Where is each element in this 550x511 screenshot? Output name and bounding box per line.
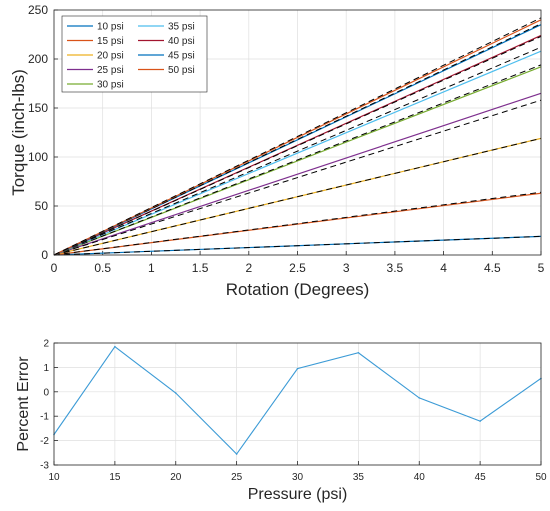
- legend-label: 10 psi: [97, 22, 124, 33]
- x-axis-label: Rotation (Degrees): [226, 280, 370, 299]
- y-tick-label: 100: [28, 150, 48, 164]
- axes-frame: [53, 342, 542, 466]
- y-axis-label: Percent Error: [15, 356, 32, 452]
- torque-chart: 0 0.5 1 1.5 2 2.5 3 3.5 4 4.5 5050100150200250Rota…: [9, 3, 545, 299]
- error-point: [479, 420, 481, 422]
- x-tick-label: 50: [535, 472, 547, 483]
- error-point: [418, 397, 421, 399]
- x-tick-label: 10: [48, 472, 60, 483]
- legend-label: 35 psi: [168, 22, 195, 33]
- x-tick-label: 35: [353, 472, 365, 483]
- x-tick-label: 40: [414, 472, 426, 483]
- x-tick-label: 0: [51, 261, 58, 275]
- series-line: [53, 66, 542, 256]
- y-tick-label: 0: [43, 387, 49, 398]
- x-tick-label: 3.5: [387, 261, 404, 275]
- y-tick-label: -2: [40, 436, 49, 447]
- x-tick-label: 0.5: [94, 261, 111, 275]
- model-line-dashed: [53, 46, 542, 256]
- model-line-dashed: [53, 99, 542, 256]
- x-tick-label: 1: [148, 261, 155, 275]
- y-tick-label: 50: [35, 199, 49, 213]
- series-line: [53, 34, 542, 256]
- x-tick-label: 3: [343, 261, 350, 275]
- y-tick-label: 250: [28, 3, 48, 17]
- model-line-dashed: [53, 137, 542, 256]
- error-point: [357, 351, 360, 354]
- legend-box: [61, 15, 208, 93]
- y-tick-label: 2: [43, 339, 49, 350]
- model-line-dashed: [53, 17, 542, 256]
- series-line: [53, 50, 542, 256]
- x-tick-label: 4: [440, 261, 447, 275]
- error-point: [114, 345, 116, 348]
- legend-label: 50 psi: [168, 65, 195, 76]
- legend-label: 15 psi: [97, 36, 124, 47]
- model-line-dashed: [53, 191, 542, 256]
- model-line-dashed: [53, 64, 542, 256]
- x-tick-label: 25: [231, 472, 243, 483]
- legend-label: 30 psi: [97, 80, 124, 91]
- percent-error-chart: 10 15 20 25 30 35 40 45 50 -3 -2 -1 0 1 2 Pressure (psi…: [15, 339, 547, 504]
- x-tick-label: 15: [109, 472, 121, 483]
- series-line: [53, 24, 542, 256]
- y-tick-label: 150: [28, 101, 48, 115]
- y-tick-label: 1: [43, 363, 49, 374]
- legend-label: 20 psi: [97, 51, 124, 62]
- y-axis-label: Torque (inch-lbs): [9, 69, 28, 196]
- error-point: [235, 453, 238, 455]
- y-tick-label: -3: [40, 461, 49, 472]
- axes-frame: [53, 9, 542, 256]
- legend-label: 25 psi: [97, 65, 124, 76]
- series-line: [53, 92, 542, 256]
- x-tick-label: 5: [538, 261, 545, 275]
- legend-label: 40 psi: [168, 36, 195, 47]
- legend: 10 psi 15 psi 20 psi 25 psi 30 psi 35 psi 40 p…: [61, 15, 208, 93]
- x-tick-label: 2: [245, 261, 252, 275]
- x-tick-label: 4.5: [484, 261, 501, 275]
- x-tick-label: 20: [170, 472, 182, 483]
- error-point: [296, 367, 299, 370]
- y-tick-label: 200: [28, 52, 48, 66]
- y-tick-label: -1: [40, 412, 49, 423]
- x-tick-label: 45: [475, 472, 487, 483]
- x-tick-label: 30: [292, 472, 304, 483]
- model-line-dashed: [53, 36, 542, 256]
- model-line-dashed: [53, 235, 542, 256]
- x-tick-label: 1.5: [192, 261, 209, 275]
- legend-label: 45 psi: [168, 51, 195, 62]
- error-point: [174, 392, 177, 394]
- x-tick-label: 2.5: [289, 261, 306, 275]
- x-axis-label: Pressure (psi): [248, 486, 348, 503]
- y-tick-label: 0: [41, 248, 48, 262]
